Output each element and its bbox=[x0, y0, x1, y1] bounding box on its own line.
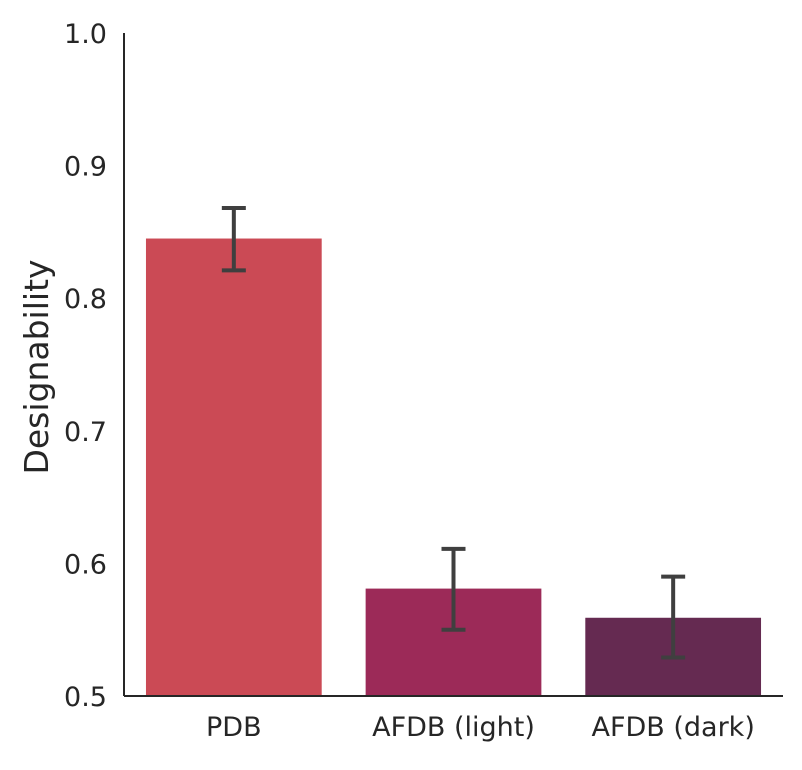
y-tick-label: 0.7 bbox=[64, 417, 107, 448]
bars-group bbox=[145, 238, 762, 696]
error-bar-pdb bbox=[221, 206, 246, 273]
y-tick-label: 1.0 bbox=[64, 19, 107, 50]
error-bars-group bbox=[221, 206, 686, 660]
x-tick-label: AFDB (light) bbox=[372, 712, 535, 743]
error-bar-afdb-dark bbox=[661, 574, 686, 660]
x-tick-label: PDB bbox=[206, 712, 262, 743]
y-tick-labels: 0.5 0.6 0.7 0.8 0.9 1.0 bbox=[64, 19, 107, 713]
error-bar-afdb-light bbox=[441, 546, 466, 632]
x-tick-label: AFDB (dark) bbox=[591, 712, 754, 743]
y-tick-label: 0.9 bbox=[64, 152, 107, 183]
y-tick-label: 0.6 bbox=[64, 549, 107, 580]
bar-pdb bbox=[145, 238, 322, 696]
y-tick-label: 0.5 bbox=[64, 682, 107, 713]
axes-group bbox=[123, 33, 783, 697]
x-tick-labels: PDB AFDB (light) AFDB (dark) bbox=[206, 712, 755, 743]
y-axis-label: Designability bbox=[17, 259, 56, 474]
y-tick-label: 0.8 bbox=[64, 284, 107, 315]
